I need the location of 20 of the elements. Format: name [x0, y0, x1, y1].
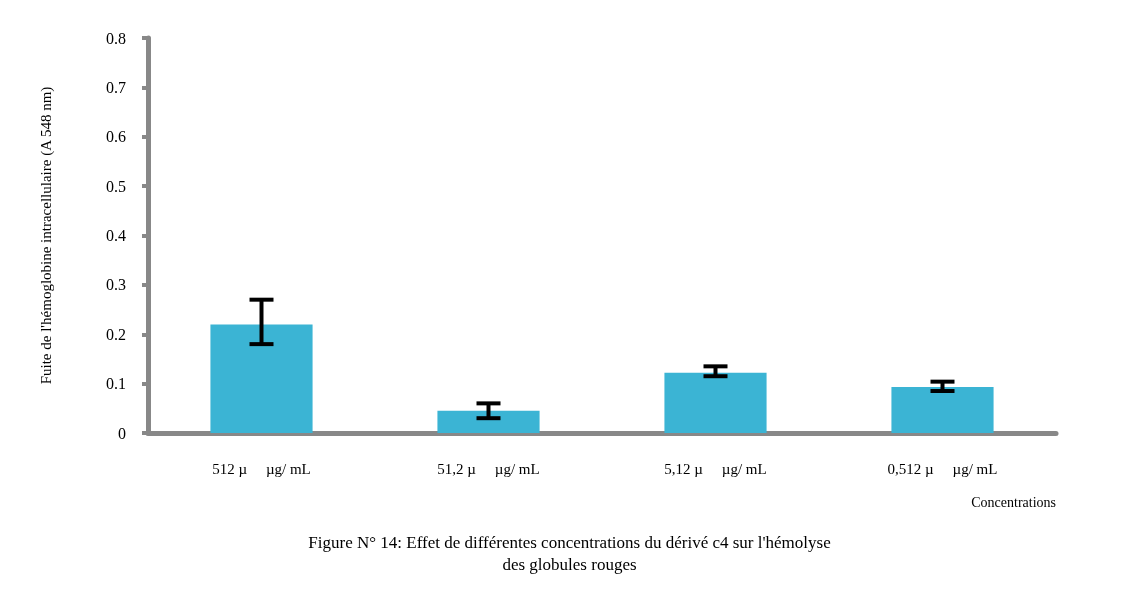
x-tick-label: 5,12 µ µg/ mL: [664, 460, 767, 477]
bar: [664, 372, 767, 433]
x-tick-label: 0,512 µ µg/ mL: [887, 460, 998, 477]
bar: [437, 410, 540, 433]
y-tick-label: 0.4: [106, 227, 126, 244]
bar: [891, 387, 994, 433]
y-tick-label: 0.7: [106, 78, 126, 96]
y-axis-title: Fuite de l'hémoglobine intracellulaire (A 548 nm): [37, 86, 55, 385]
y-tick-label: 0.8: [106, 29, 126, 47]
x-axis-title: Concentrations: [971, 494, 1056, 510]
y-tick-label: 0: [118, 424, 126, 442]
text: Figure N° 14: Effet de différentes concentrations du dérivé c4 sur l'hémolyse des globules rouges: [308, 532, 831, 574]
y-tick-label: 0.5: [106, 177, 126, 195]
x-tick-label: 512 µ µg/ mL: [212, 460, 311, 477]
x-tick-label: 51,2 µ µg/ mL: [437, 460, 540, 477]
bar: [210, 324, 313, 433]
y-tick-label: 0.3: [106, 276, 126, 294]
y-tick-label: 0.1: [106, 375, 126, 393]
y-tick-label: 0.2: [106, 325, 126, 343]
y-tick-label: 0.6: [106, 128, 126, 146]
